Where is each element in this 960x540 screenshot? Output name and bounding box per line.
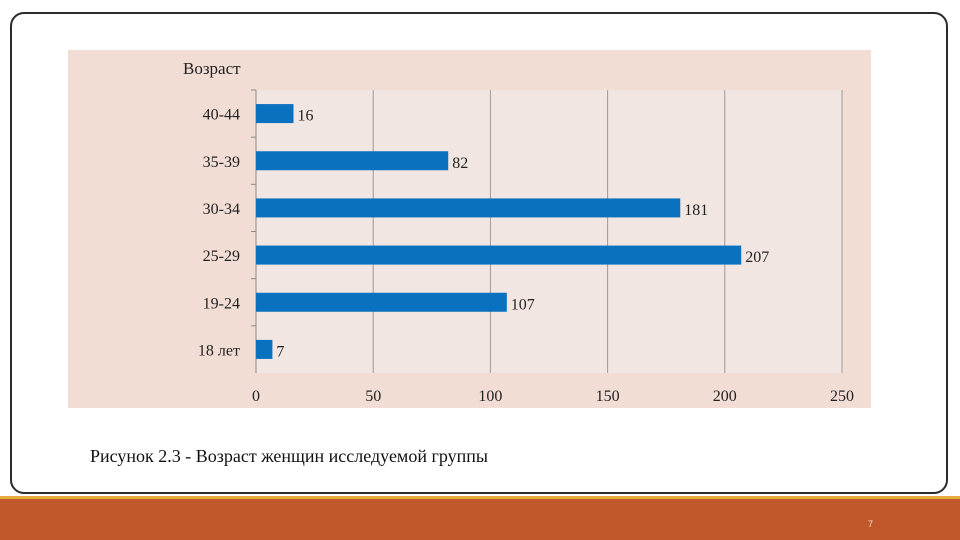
data-label-0: 16 xyxy=(298,108,314,125)
figure-caption: Рисунок 2.3 - Возраст женщин исследуемой… xyxy=(90,446,488,466)
y-category-label-1: 35-39 xyxy=(203,154,240,171)
bar-4 xyxy=(256,292,507,312)
x-tick-label-150: 150 xyxy=(596,388,620,405)
plot-background xyxy=(256,90,842,373)
bar-chart: Возраст 0 50 100 150 200 250 40-44 16 35-39 82 30-3… xyxy=(183,59,854,405)
y-category-label-3: 25-29 xyxy=(203,248,240,265)
y-category-label-2: 30-34 xyxy=(203,201,240,218)
bar-5 xyxy=(256,339,273,359)
footer-bar xyxy=(0,499,960,540)
y-category-label-4: 19-24 xyxy=(203,295,240,312)
y-category-label-0: 40-44 xyxy=(203,107,240,124)
chart-area: Возраст 0 50 100 150 200 250 40-44 16 35-39 82 30-3… xyxy=(68,50,871,408)
chart-title: Возраст xyxy=(183,59,241,78)
bar-2 xyxy=(256,198,681,218)
y-category-label-5: 18 лет xyxy=(198,342,240,359)
bar-1 xyxy=(256,151,449,171)
data-label-1: 82 xyxy=(452,155,468,172)
x-tick-label-200: 200 xyxy=(713,388,737,405)
data-label-3: 207 xyxy=(745,249,769,266)
data-label-2: 181 xyxy=(684,202,708,219)
data-label-5: 7 xyxy=(276,343,284,360)
x-tick-label-50: 50 xyxy=(365,388,381,405)
x-tick-label-250: 250 xyxy=(830,388,854,405)
bar-3 xyxy=(256,245,742,265)
bar-0 xyxy=(256,104,294,124)
x-tick-label-100: 100 xyxy=(478,388,502,405)
footer-accent-line xyxy=(0,496,960,500)
x-tick-label-0: 0 xyxy=(252,388,260,405)
data-label-4: 107 xyxy=(511,296,535,313)
page-number: 7 xyxy=(868,519,874,529)
